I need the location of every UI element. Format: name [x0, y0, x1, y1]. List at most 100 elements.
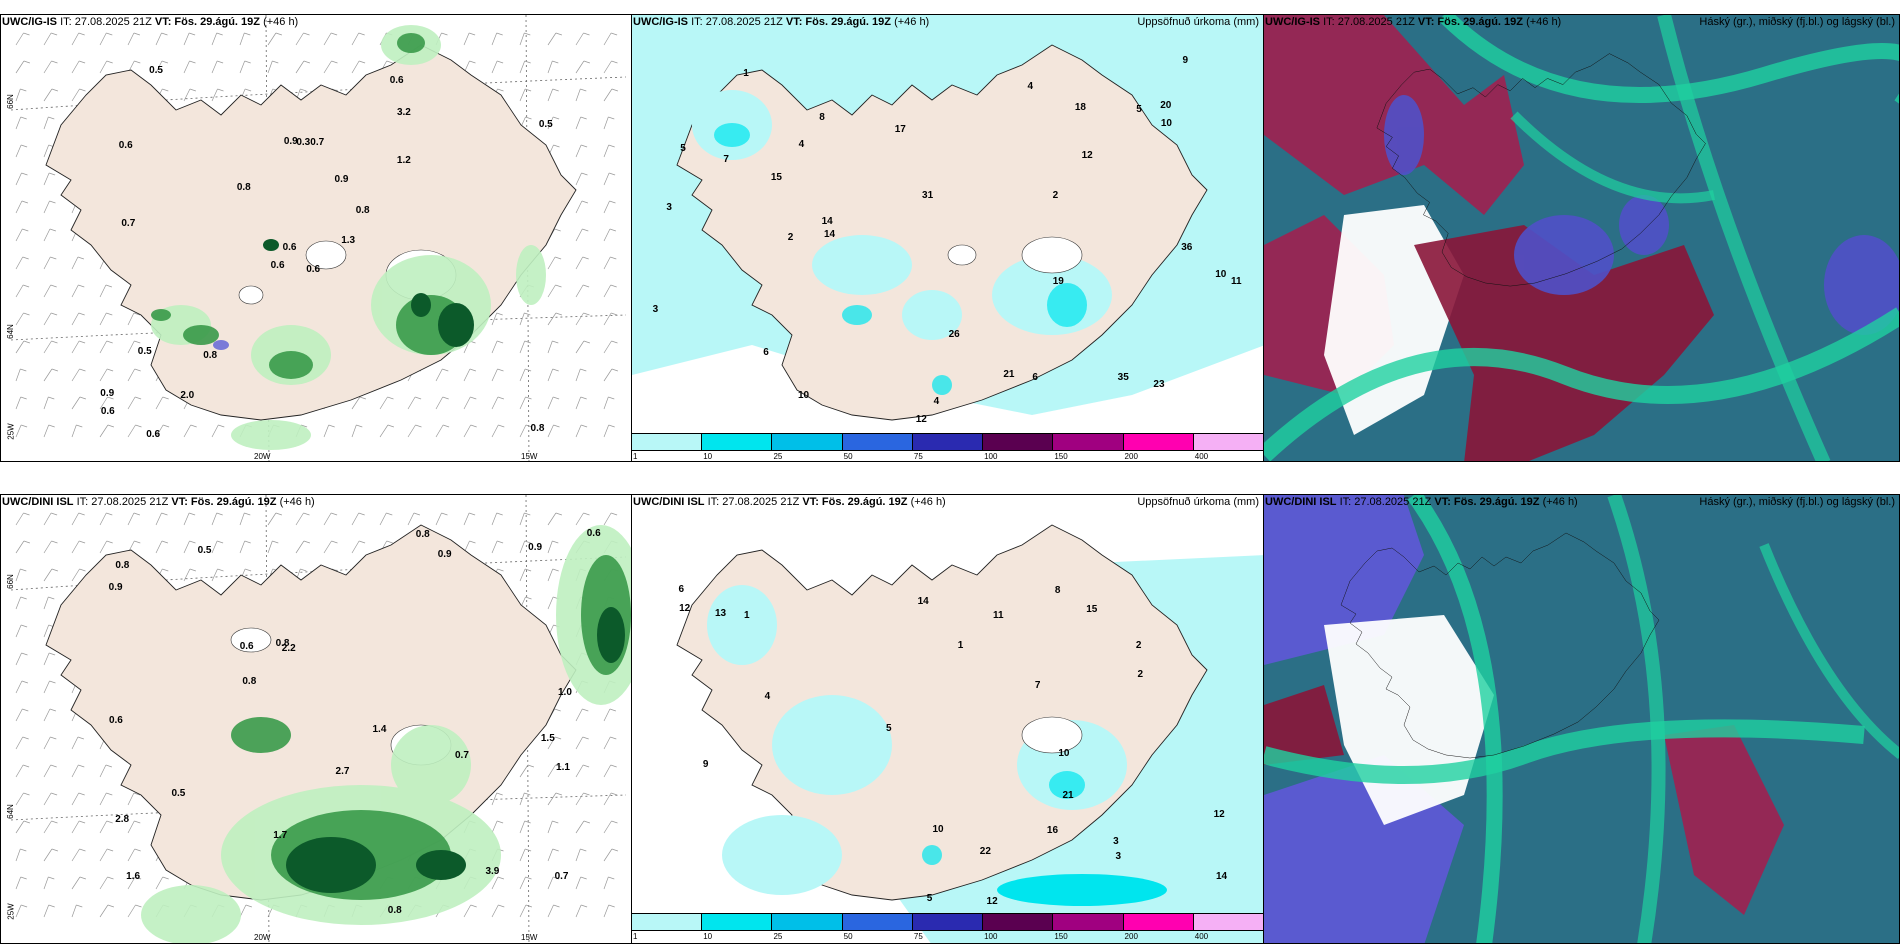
model-name: UWC/DINI ISL: [633, 496, 705, 508]
wind-barb: [547, 540, 559, 554]
map-value-label: 3: [666, 201, 672, 213]
wind-barb: [15, 172, 28, 186]
wind-barb: [351, 32, 365, 46]
wind-barb: [575, 172, 588, 186]
lon-label-15w: 15W: [521, 933, 538, 942]
colorbar-swatch: [841, 433, 913, 451]
wind-barb: [267, 32, 283, 46]
lat-label-66n: 66N: [5, 574, 15, 589]
wind-barb: [575, 848, 587, 862]
colorbar-tick-label: 400: [1194, 932, 1209, 941]
wind-barb: [323, 512, 338, 526]
wind-barb: [547, 764, 562, 778]
map-panel-bottom-left: UWC/DINI ISL IT: 27.08.2025 21Z VT: Fös.…: [0, 494, 632, 944]
wind-barb: [603, 200, 616, 214]
wind-barb: [519, 792, 531, 806]
wind-barb: [183, 540, 196, 554]
wind-barb: [71, 848, 86, 862]
precip-rate-map: [1, 495, 631, 943]
colorbar-tick-label: 1: [633, 932, 638, 941]
wind-barb: [127, 512, 141, 526]
wind-barb: [351, 396, 367, 410]
init-time: IT: 27.08.2025 21Z: [76, 496, 169, 508]
wind-barb: [603, 60, 618, 74]
model-name: UWC/DINI ISL: [1265, 496, 1337, 508]
wind-barb: [575, 708, 589, 722]
map-value-label: 16: [1046, 825, 1059, 837]
wind-barb: [99, 512, 113, 526]
wind-barb: [547, 284, 562, 298]
map-value-label: 10: [797, 389, 810, 401]
map-value-label: 0.8: [203, 349, 218, 361]
wind-barb: [491, 512, 503, 526]
map-value-label: 26: [948, 328, 960, 340]
wind-barb: [603, 88, 619, 102]
wind-barb: [519, 764, 535, 778]
wind-barb: [491, 60, 504, 74]
colorbar-swatch: [1052, 433, 1124, 451]
wind-barb: [15, 876, 27, 890]
lat-label-64n: 64N: [5, 804, 15, 819]
wind-barb: [43, 512, 58, 526]
map-value-label: 0.9: [108, 581, 123, 593]
map-value-label: 0.8: [530, 423, 545, 435]
map-value-label: 0.6: [146, 429, 161, 441]
accum-precip-map: [632, 15, 1263, 461]
wind-barb: [239, 60, 251, 74]
map-value-label: 19: [1052, 276, 1064, 288]
map-value-label: 3.2: [396, 106, 411, 118]
wind-barb: [519, 424, 533, 438]
map-value-label: 10: [1160, 117, 1172, 129]
wind-barb: [463, 32, 476, 46]
model-name: UWC/IG-IS: [2, 16, 57, 28]
wind-barb: [43, 172, 56, 186]
wind-barb: [155, 876, 169, 890]
colorbar-swatch: [771, 433, 843, 451]
map-value-label: 6: [763, 347, 769, 359]
map-panel-bottom-mid: UWC/DINI ISL IT: 27.08.2025 21Z VT: Fös.…: [631, 494, 1264, 944]
wind-barb: [407, 396, 422, 410]
wind-barb: [603, 368, 619, 382]
wind-barb: [519, 876, 532, 890]
wind-barb: [603, 848, 619, 862]
wind-barb: [43, 652, 56, 666]
wind-barb: [547, 368, 559, 382]
colorbar-tick-label: 25: [773, 452, 783, 461]
wind-barb: [71, 764, 85, 778]
map-value-label: 1.2: [396, 154, 411, 166]
map-value-label: 0.9: [528, 541, 543, 553]
wind-barb: [575, 200, 589, 214]
wind-barb: [127, 368, 141, 382]
map-value-label: 1: [743, 67, 749, 79]
wind-barb: [547, 340, 559, 354]
wind-barb: [547, 424, 560, 438]
wind-barb: [519, 820, 531, 834]
wind-barb: [575, 876, 587, 890]
wind-barb: [323, 540, 338, 554]
wind-barb: [127, 312, 141, 326]
map-value-label: 7: [1034, 680, 1041, 692]
wind-barb: [519, 848, 532, 862]
wind-barb: [379, 512, 393, 526]
wind-barb: [71, 568, 86, 582]
panel-title: Háský (gr.), miðský (fj.bl.) og lágský (…: [1699, 16, 1895, 28]
map-value-label: 0.6: [282, 242, 297, 254]
map-value-label: 2.8: [115, 813, 130, 825]
wind-barb: [99, 820, 113, 834]
wind-barb: [603, 424, 615, 438]
wind-barb: [547, 904, 560, 918]
lon-label-15w: 15W: [521, 452, 538, 461]
map-value-label: 4: [798, 139, 805, 151]
wind-barb: [295, 60, 311, 74]
map-value-label: 11: [992, 609, 1004, 621]
wind-barb: [519, 32, 531, 46]
wind-barb: [575, 312, 590, 326]
wind-barb: [603, 792, 618, 806]
map-value-label: 21: [1003, 369, 1015, 381]
init-time: IT: 27.08.2025 21Z: [1323, 16, 1415, 28]
wind-barb: [351, 540, 366, 554]
wind-barb: [15, 284, 30, 298]
wind-barb: [127, 396, 142, 410]
map-value-label: 0.7: [554, 870, 569, 882]
colorbar-swatch: [982, 913, 1054, 931]
